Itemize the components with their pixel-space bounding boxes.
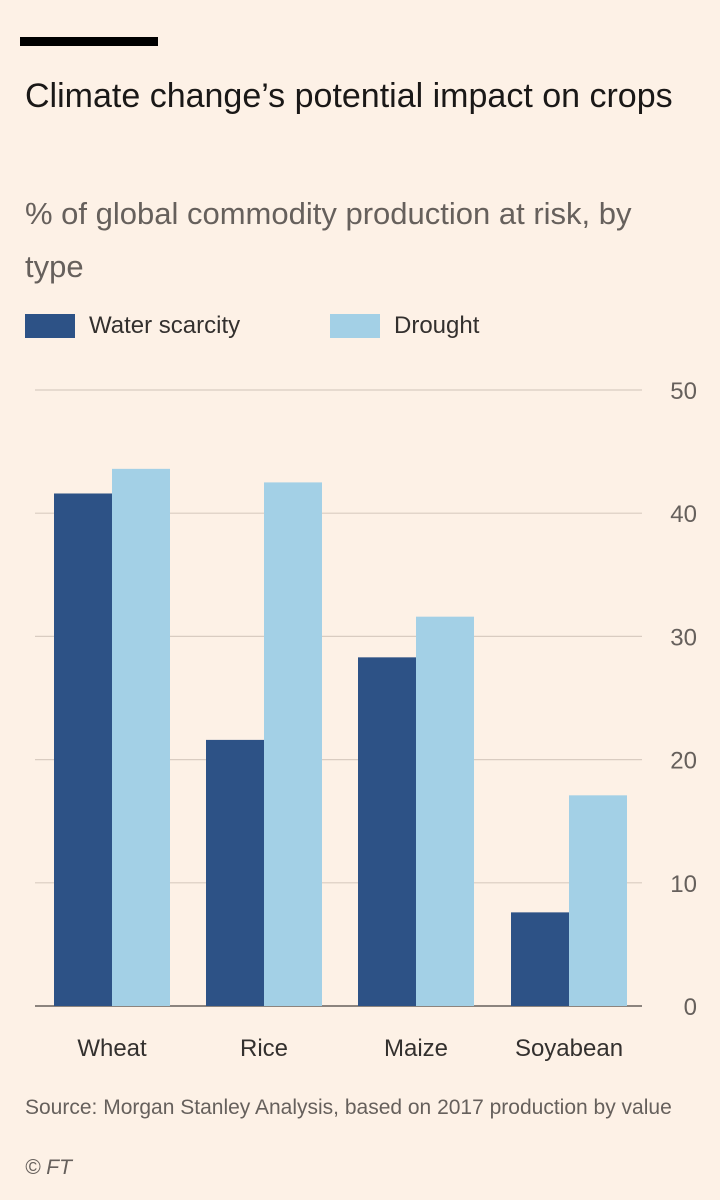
- y-tick-label: 30: [670, 624, 697, 651]
- bar-drought-rice: [264, 482, 322, 1006]
- chart-title: Climate change’s potential impact on cro…: [25, 77, 673, 115]
- bar-drought-soyabean: [569, 795, 627, 1006]
- bar-drought-wheat: [112, 468, 170, 1006]
- top-rule: [20, 37, 158, 46]
- bar-chart: 0 10 20 30 40 50 Wheat Rice Maize Soyabean: [35, 378, 697, 1062]
- x-tick-label: Maize: [384, 1035, 448, 1062]
- legend-swatch-water-scarcity: [25, 314, 75, 338]
- bar-water-scarcity-maize: [358, 657, 416, 1006]
- y-tick-label: 10: [670, 871, 697, 898]
- legend-label-drought: Drought: [394, 312, 480, 339]
- x-tick-label: Wheat: [77, 1035, 147, 1062]
- legend-label-water-scarcity: Water scarcity: [89, 312, 241, 339]
- bar-water-scarcity-wheat: [54, 493, 112, 1006]
- bar-drought-maize: [416, 616, 474, 1006]
- source-note: Source: Morgan Stanley Analysis, based o…: [25, 1096, 672, 1119]
- legend-item-drought: Drought: [330, 306, 479, 346]
- y-tick-label: 50: [670, 378, 697, 405]
- bar-water-scarcity-soyabean: [511, 912, 569, 1006]
- copyright: © FT: [25, 1156, 72, 1179]
- legend-item-water-scarcity: Water scarcity: [25, 306, 240, 346]
- legend-swatch-drought: [330, 314, 380, 338]
- chart-subtitle: % of global commodity production at risk…: [25, 196, 632, 284]
- y-tick-label: 0: [684, 994, 697, 1021]
- x-tick-label: Rice: [240, 1035, 288, 1062]
- bar-water-scarcity-rice: [206, 739, 264, 1006]
- y-tick-label: 40: [670, 501, 697, 528]
- y-tick-label: 20: [670, 748, 697, 775]
- x-tick-label: Soyabean: [515, 1035, 623, 1062]
